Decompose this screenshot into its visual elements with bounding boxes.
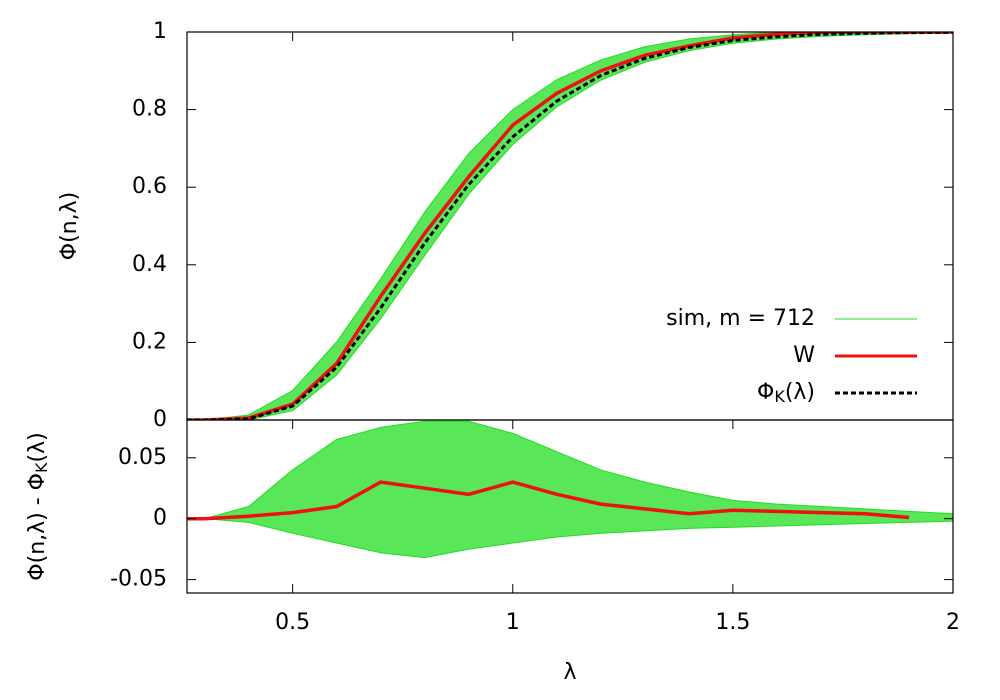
x-axis-label: λ [563, 660, 576, 685]
text-part: Φ(n,λ) - Φ [25, 473, 50, 581]
y-tick-label: 0.4 [132, 252, 167, 277]
y-tick-label: -0.05 [110, 567, 167, 592]
x-tick-label: 1.5 [715, 610, 750, 635]
text-part: Φ [757, 380, 774, 405]
y-axis-label: Φ(n,λ) - ΦK(λ) [25, 432, 51, 580]
x-tick-label: 2 [946, 610, 960, 635]
plot-area [187, 420, 953, 559]
subscript: K [32, 462, 51, 473]
y-tick-label: 0.2 [132, 329, 167, 354]
text-part: (λ) [25, 432, 50, 462]
series-line [187, 32, 953, 420]
y-tick-label: 0 [153, 407, 167, 432]
y-tick-label: 1 [153, 19, 167, 44]
plot-frame [186, 419, 954, 594]
legend-label: W [793, 343, 815, 368]
legend-label: ΦK(λ) [757, 380, 815, 406]
y-tick-label: 0.8 [132, 97, 167, 122]
y-axis-label: Φ(n,λ) [57, 192, 82, 260]
sim-band [187, 32, 953, 420]
x-tick-label: 1 [506, 610, 520, 635]
subscript: K [774, 387, 785, 406]
y-tick-label: 0 [153, 506, 167, 531]
sim-band [187, 420, 953, 559]
y-tick-label: 0.05 [118, 445, 167, 470]
x-tick-label: 0.5 [275, 610, 310, 635]
y-tick-label: 0.6 [132, 174, 167, 199]
text-part: (λ) [785, 380, 815, 405]
series-line [187, 480, 910, 521]
legend-label: sim, m = 712 [666, 306, 815, 331]
plot-area [187, 32, 953, 420]
